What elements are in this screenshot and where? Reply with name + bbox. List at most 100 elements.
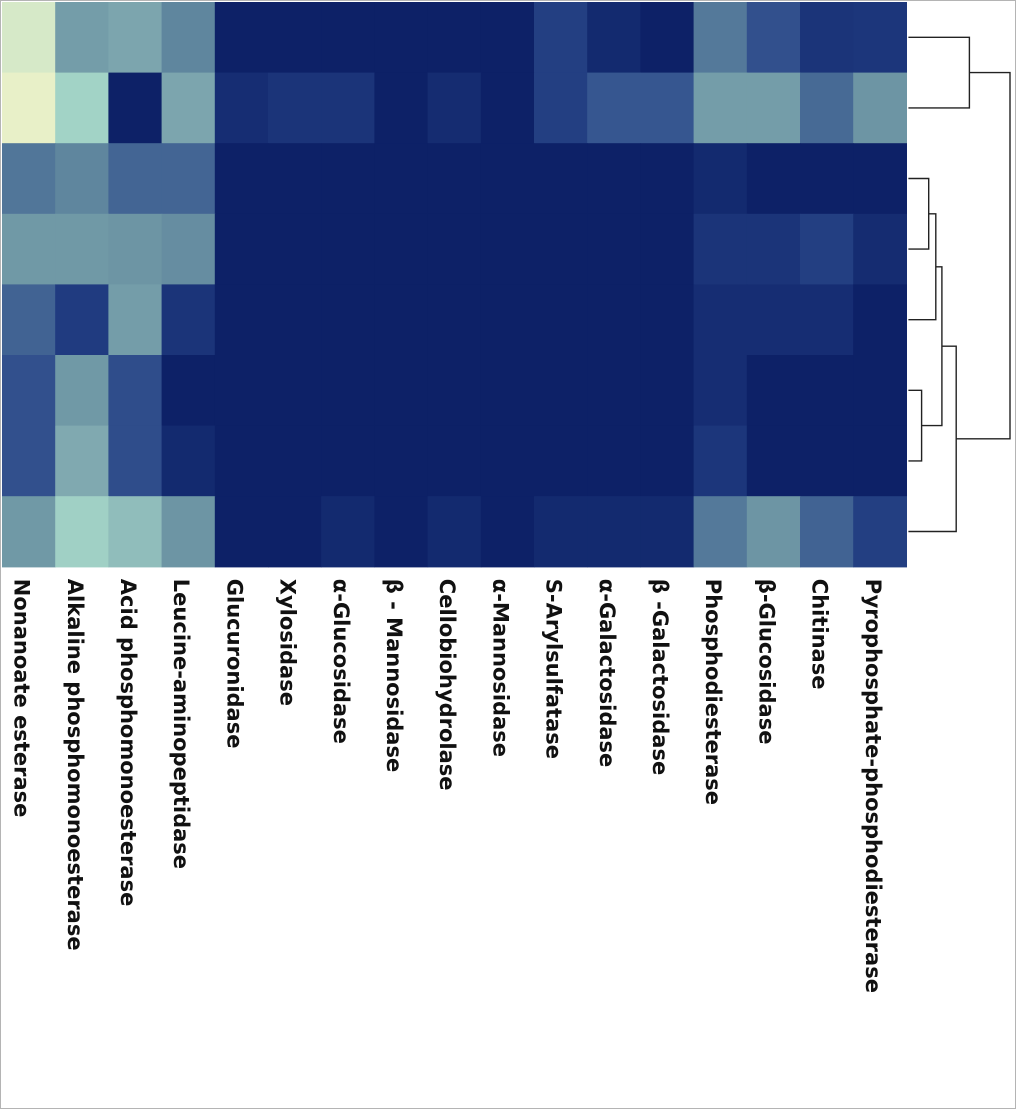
dendrogram-branch	[908, 389, 923, 462]
heatmap-cell	[2, 355, 56, 427]
heatmap-cell	[800, 425, 854, 497]
heatmap-cell	[108, 284, 163, 356]
heatmap-cell	[480, 355, 535, 427]
heatmap-cell	[214, 355, 269, 427]
heatmap-cell	[853, 72, 907, 144]
heatmap-cell	[108, 355, 163, 427]
heatmap-cell	[746, 425, 801, 497]
heatmap-cell	[268, 425, 322, 497]
heatmap-cell	[587, 425, 641, 497]
heatmap-cell	[268, 213, 322, 285]
heatmap-cell	[161, 72, 216, 144]
heatmap-cell	[800, 284, 854, 356]
heatmap-cell	[480, 213, 535, 285]
heatmap-cell	[268, 72, 322, 144]
heatmap-cell	[161, 143, 216, 215]
column-label: β -Galactosidase	[648, 579, 672, 775]
heatmap-cell	[427, 2, 482, 74]
heatmap-cell	[2, 72, 56, 144]
dendrogram-branch	[908, 36, 971, 109]
dendrogram-branch	[908, 345, 957, 533]
heatmap-cell	[374, 72, 429, 144]
column-labels: Nonanoate esterase Alkaline phosphomonoes…	[10, 579, 885, 993]
heatmap-cell	[161, 496, 216, 568]
heatmap-cell	[587, 143, 641, 215]
heatmap-cell	[268, 496, 322, 568]
heatmap-cell	[640, 213, 695, 285]
column-label: Alkaline phosphomonoesterase	[63, 579, 87, 951]
heatmap-cell	[746, 213, 801, 285]
heatmap-cell	[374, 496, 429, 568]
column-label: α-Galactosidase	[595, 579, 619, 767]
heatmap-cell	[853, 355, 907, 427]
heatmap-cell	[427, 425, 482, 497]
heatmap-cell	[321, 355, 375, 427]
heatmap-cell	[693, 72, 748, 144]
heatmap-cell	[534, 425, 588, 497]
heatmap-cell	[746, 284, 801, 356]
dendrogram-branch	[908, 177, 930, 250]
heatmap-cell	[480, 496, 535, 568]
heatmap-cell	[693, 143, 748, 215]
heatmap-cell	[55, 143, 109, 215]
heatmap-cell	[640, 496, 695, 568]
heatmap-cell	[640, 72, 695, 144]
heatmap-cell	[693, 2, 748, 74]
heatmap-cell	[55, 2, 109, 74]
heatmap-cell	[853, 143, 907, 215]
heatmap-cell	[693, 213, 748, 285]
heatmap-cell	[480, 143, 535, 215]
heatmap-cell	[214, 143, 269, 215]
heatmap-cell	[2, 496, 56, 568]
row-dendrogram	[908, 36, 1011, 533]
heatmap-cell	[640, 425, 695, 497]
heatmap-cell	[640, 143, 695, 215]
heatmap-cell	[55, 284, 109, 356]
heatmap-cell	[693, 284, 748, 356]
heatmap-cell	[746, 143, 801, 215]
heatmap-cell	[321, 143, 375, 215]
column-label: Phosphodiesterase	[701, 579, 725, 805]
heatmap-cell	[427, 284, 482, 356]
heatmap-cell	[55, 213, 109, 285]
heatmap-cell	[534, 72, 588, 144]
heatmap-cell	[800, 143, 854, 215]
heatmap-cell	[800, 213, 854, 285]
heatmap-cell	[374, 213, 429, 285]
heatmap-cell	[853, 425, 907, 497]
dendrogram-branch	[921, 266, 943, 427]
heatmap-cell	[2, 2, 56, 74]
heatmap-cell	[108, 213, 163, 285]
heatmap-cell	[2, 143, 56, 215]
heatmap-cell	[374, 284, 429, 356]
column-label: Glucuronidase	[222, 579, 246, 749]
heatmap-cell	[534, 143, 588, 215]
heatmap-cell	[321, 284, 375, 356]
heatmap-cell	[587, 213, 641, 285]
column-label: Leucine-aminopeptidase	[169, 579, 193, 869]
heatmap-cell	[214, 284, 269, 356]
heatmap-cell	[55, 425, 109, 497]
heatmap-cell	[480, 72, 535, 144]
heatmap-cell	[321, 425, 375, 497]
heatmap-cell	[746, 72, 801, 144]
heatmap-cell	[693, 425, 748, 497]
column-label: α-Glucosidase	[329, 579, 353, 744]
heatmap-cell	[480, 2, 535, 74]
heatmap-cell	[587, 355, 641, 427]
heatmap-cell	[161, 284, 216, 356]
heatmap-cell	[587, 496, 641, 568]
heatmap-cell	[268, 355, 322, 427]
heatmap-cell	[427, 355, 482, 427]
column-label: Acid phosphomonoesterase	[116, 579, 140, 907]
heatmap-cell	[534, 2, 588, 74]
heatmap-cell	[268, 143, 322, 215]
heatmap-cells	[2, 2, 907, 568]
column-label: Cellobiohydrolase	[435, 579, 459, 791]
heatmap-cell	[587, 2, 641, 74]
heatmap-cell	[693, 496, 748, 568]
heatmap-cell	[427, 72, 482, 144]
heatmap-cell	[214, 496, 269, 568]
heatmap-cell	[374, 355, 429, 427]
